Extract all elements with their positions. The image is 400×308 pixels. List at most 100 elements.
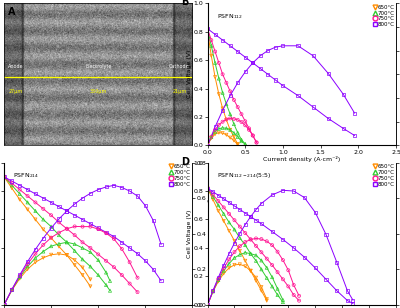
- Point: [220, 38, 226, 43]
- Point: [215, 278, 222, 282]
- Point: [350, 301, 356, 306]
- Point: [242, 123, 248, 128]
- Point: [220, 106, 226, 111]
- Point: [64, 209, 70, 213]
- Point: [111, 265, 117, 270]
- Point: [237, 244, 243, 249]
- Point: [40, 206, 46, 211]
- Point: [134, 251, 141, 256]
- Point: [258, 288, 264, 293]
- Point: [208, 53, 214, 58]
- Point: [9, 186, 15, 191]
- Point: [24, 193, 31, 198]
- Point: [72, 257, 78, 262]
- Point: [253, 140, 260, 145]
- Point: [24, 267, 31, 272]
- Point: [310, 53, 316, 58]
- Point: [32, 200, 39, 205]
- Point: [242, 211, 248, 216]
- Text: 27μm: 27μm: [8, 88, 22, 94]
- Point: [215, 199, 222, 204]
- Point: [215, 203, 222, 208]
- Point: [280, 188, 286, 193]
- Point: [264, 256, 270, 261]
- Point: [64, 226, 70, 231]
- Point: [79, 265, 86, 270]
- Point: [150, 267, 156, 272]
- Point: [72, 241, 78, 246]
- Point: [234, 49, 241, 54]
- Point: [103, 258, 109, 263]
- Point: [204, 143, 211, 148]
- Point: [72, 201, 78, 206]
- Point: [1, 174, 7, 179]
- Point: [231, 122, 237, 127]
- Point: [220, 271, 227, 276]
- Point: [16, 183, 23, 188]
- Point: [32, 260, 39, 265]
- Point: [220, 108, 226, 113]
- Point: [246, 126, 252, 131]
- Point: [258, 258, 264, 263]
- Point: [32, 217, 39, 222]
- Point: [344, 298, 351, 303]
- Point: [272, 78, 278, 83]
- Point: [220, 205, 227, 210]
- Point: [79, 217, 86, 222]
- Point: [212, 32, 218, 37]
- Point: [87, 221, 94, 226]
- Point: [248, 251, 254, 256]
- Point: [258, 267, 264, 272]
- Point: [248, 268, 254, 273]
- Point: [107, 288, 113, 293]
- Point: [242, 258, 248, 263]
- Point: [56, 251, 62, 256]
- Point: [87, 191, 94, 196]
- Point: [215, 193, 222, 198]
- Point: [24, 187, 31, 192]
- Point: [216, 60, 222, 65]
- Point: [227, 93, 233, 98]
- Point: [24, 261, 31, 266]
- Point: [242, 243, 248, 248]
- Point: [231, 218, 238, 223]
- Point: [237, 224, 243, 229]
- Point: [1, 174, 7, 179]
- Point: [253, 258, 259, 263]
- Point: [334, 260, 340, 265]
- Point: [226, 251, 232, 256]
- Point: [258, 250, 264, 255]
- Point: [40, 227, 46, 232]
- Point: [280, 83, 286, 88]
- Point: [237, 207, 243, 212]
- Point: [32, 247, 39, 252]
- Point: [231, 227, 238, 232]
- Point: [64, 240, 70, 245]
- Point: [340, 92, 346, 97]
- Point: [24, 200, 31, 205]
- Point: [237, 262, 243, 267]
- Point: [220, 131, 226, 136]
- Point: [216, 130, 222, 135]
- Point: [212, 49, 218, 54]
- Point: [231, 204, 238, 209]
- Point: [111, 234, 117, 239]
- Point: [253, 236, 259, 241]
- Point: [223, 102, 230, 107]
- Point: [16, 187, 23, 192]
- Point: [238, 112, 245, 117]
- Point: [204, 302, 211, 307]
- Point: [234, 130, 241, 135]
- Point: [274, 249, 281, 254]
- Point: [312, 265, 318, 270]
- Point: [258, 237, 264, 241]
- Point: [48, 225, 54, 230]
- Point: [40, 242, 46, 247]
- Point: [72, 248, 78, 253]
- Point: [216, 126, 222, 131]
- Point: [1, 174, 7, 179]
- Point: [351, 133, 358, 138]
- Point: [111, 183, 117, 188]
- Y-axis label: Power density (W·cm⁻²): Power density (W·cm⁻²): [208, 197, 214, 271]
- Point: [79, 196, 86, 201]
